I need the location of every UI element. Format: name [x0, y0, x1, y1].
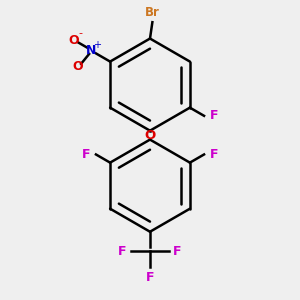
Text: F: F	[209, 148, 218, 161]
Text: -: -	[78, 28, 82, 38]
Text: O: O	[144, 129, 156, 142]
Text: F: F	[118, 244, 127, 258]
Text: O: O	[68, 34, 79, 46]
Text: F: F	[173, 244, 182, 258]
Text: F: F	[209, 109, 218, 122]
Text: N: N	[86, 44, 97, 57]
Text: O: O	[73, 60, 83, 73]
Text: F: F	[146, 271, 154, 284]
Text: +: +	[93, 40, 101, 50]
Text: F: F	[82, 148, 91, 161]
Text: Br: Br	[145, 6, 160, 19]
